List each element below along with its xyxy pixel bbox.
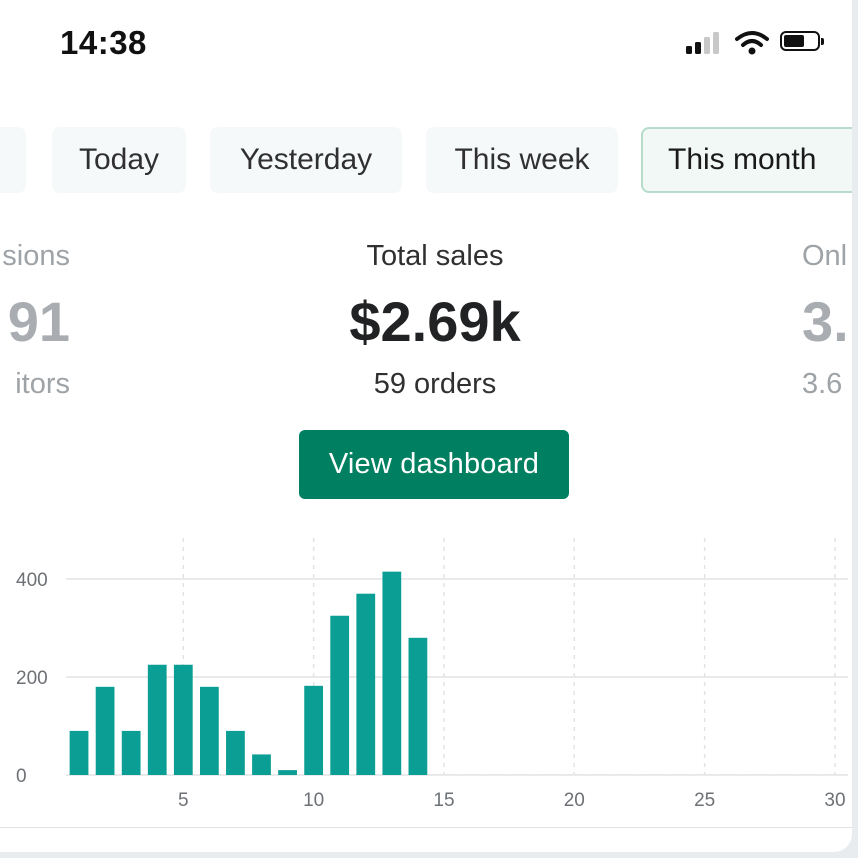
- bar: [69, 730, 89, 775]
- tab-today[interactable]: Today: [52, 127, 186, 193]
- metric-total-sales[interactable]: Total sales $2.69k 59 orders: [285, 240, 585, 401]
- bar-empty: [747, 774, 767, 776]
- metric-online-value: 3.: [802, 290, 849, 353]
- bar: [330, 615, 350, 775]
- x-tick-label: 30: [824, 790, 845, 811]
- x-tick-label: 10: [303, 790, 324, 811]
- bar: [121, 730, 141, 775]
- battery-icon: [780, 31, 824, 53]
- cellular-signal-icon: [686, 32, 726, 54]
- bar: [278, 770, 297, 775]
- bar-empty: [617, 774, 636, 776]
- status-time: 14:38: [60, 24, 147, 61]
- metric-total-sales-sub: 59 orders: [373, 368, 497, 400]
- metric-online-sub: 3.6: [802, 368, 843, 400]
- bar-empty: [564, 774, 584, 776]
- metric-sessions[interactable]: sions 91 itors: [0, 240, 70, 401]
- bar-empty: [590, 774, 610, 776]
- y-tick-label: 400: [16, 570, 48, 591]
- bar: [173, 664, 193, 775]
- bar: [199, 686, 219, 775]
- sales-bar-chart: 0 200 400 5 10 15 20 25 30: [16, 538, 848, 811]
- divider: [0, 827, 852, 828]
- bar-empty: [695, 774, 715, 776]
- bar-empty: [643, 774, 662, 776]
- bar-empty: [434, 774, 454, 776]
- bar: [382, 571, 402, 775]
- bar-empty: [773, 774, 793, 776]
- tab-yesterday[interactable]: Yesterday: [210, 127, 402, 193]
- tab-yesterday-label: Yesterday: [239, 143, 373, 176]
- bar-empty: [538, 774, 558, 776]
- metric-sessions-value: 91: [7, 290, 70, 353]
- bar-empty: [669, 774, 688, 776]
- date-range-tabs: Today Yesterday This week This month: [0, 127, 852, 195]
- bar: [408, 637, 428, 775]
- x-tick-label: 15: [433, 790, 454, 811]
- metric-online-store[interactable]: Onl 3. 3.6: [802, 240, 852, 401]
- metric-sessions-label: sions: [2, 240, 70, 272]
- x-tick-label: 5: [178, 790, 189, 811]
- bar-empty: [512, 774, 532, 776]
- bar: [252, 754, 271, 775]
- bar-empty: [460, 774, 480, 776]
- bar-empty: [721, 774, 741, 776]
- wifi-icon: [735, 31, 769, 55]
- bar: [226, 730, 245, 775]
- y-tick-label: 200: [16, 668, 48, 689]
- metric-total-sales-label: Total sales: [366, 240, 504, 272]
- bar: [304, 685, 324, 775]
- tab-this-month[interactable]: This month: [641, 127, 852, 193]
- bar: [95, 686, 115, 775]
- bar-empty: [799, 774, 819, 776]
- tab-this-week[interactable]: This week: [426, 127, 618, 193]
- view-dashboard-button[interactable]: View dashboard: [299, 430, 569, 499]
- bar-empty: [486, 774, 506, 776]
- tab-this-week-label: This week: [454, 143, 590, 176]
- y-tick-label: 0: [16, 766, 27, 787]
- metric-online-label: Onl: [802, 240, 848, 272]
- bar: [356, 593, 376, 775]
- tab-this-month-label: This month: [668, 143, 817, 176]
- metric-sessions-sub: itors: [15, 368, 70, 400]
- x-tick-label: 25: [694, 790, 715, 811]
- x-tick-label: 20: [564, 790, 585, 811]
- tab-today-label: Today: [78, 143, 160, 176]
- bar: [147, 664, 167, 775]
- view-dashboard-label: View dashboard: [328, 448, 540, 480]
- bar-empty: [825, 774, 845, 776]
- metric-total-sales-value: $2.69k: [349, 290, 521, 353]
- tab-cut-off[interactable]: [0, 127, 26, 193]
